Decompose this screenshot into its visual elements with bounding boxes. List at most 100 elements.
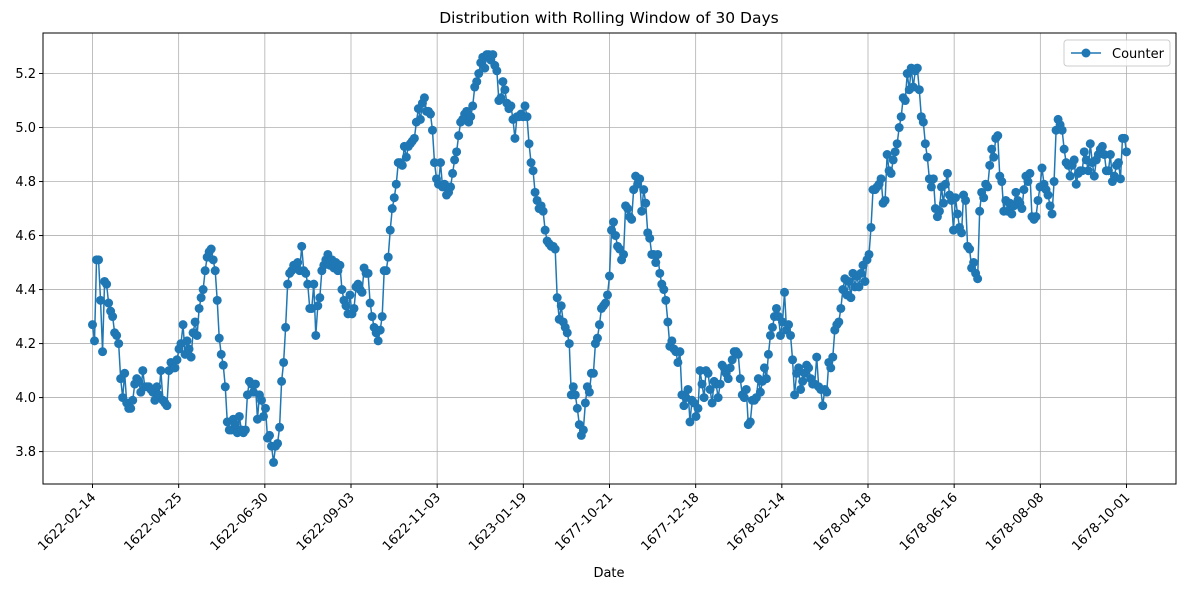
data-point — [492, 66, 502, 76]
data-point — [594, 320, 604, 330]
data-point — [178, 320, 188, 330]
data-point — [363, 268, 373, 278]
data-point — [480, 63, 490, 73]
data-point — [273, 438, 283, 448]
data-point — [983, 182, 993, 192]
data-point — [973, 274, 983, 284]
data-point — [556, 301, 566, 311]
data-point — [882, 150, 892, 160]
data-point — [265, 430, 275, 440]
data-point — [914, 85, 924, 95]
data-point — [965, 244, 975, 254]
data-point — [920, 139, 930, 149]
data-point — [425, 109, 435, 119]
data-point — [918, 117, 928, 127]
data-point — [170, 363, 180, 373]
data-point — [723, 374, 733, 384]
series-counter — [88, 50, 1131, 467]
data-point — [448, 168, 458, 178]
data-point — [609, 217, 619, 227]
data-point — [182, 336, 192, 346]
data-point — [763, 349, 773, 359]
data-point — [651, 258, 661, 268]
data-point — [727, 355, 737, 365]
y-tick-label: 4.2 — [15, 337, 36, 352]
data-point — [890, 147, 900, 157]
data-point — [775, 330, 785, 340]
data-point — [391, 179, 401, 189]
data-point — [953, 209, 963, 219]
data-point — [510, 133, 520, 143]
data-point — [436, 158, 446, 168]
data-point — [498, 77, 508, 87]
data-point — [611, 231, 621, 241]
data-point — [301, 268, 311, 278]
data-point — [892, 139, 902, 149]
data-point — [210, 266, 220, 276]
data-point — [735, 374, 745, 384]
data-point — [653, 249, 663, 259]
data-point — [784, 320, 794, 330]
data-point — [397, 160, 407, 170]
data-point — [765, 330, 775, 340]
data-point — [1049, 177, 1059, 187]
data-point — [214, 333, 224, 343]
data-point — [1071, 179, 1081, 189]
data-point — [524, 139, 534, 149]
data-point — [584, 387, 594, 397]
data-point — [1023, 177, 1033, 187]
data-point — [212, 295, 222, 305]
data-point — [979, 193, 989, 203]
data-point — [1011, 187, 1021, 197]
data-point — [446, 182, 456, 192]
data-point — [663, 317, 673, 327]
data-point — [367, 312, 377, 322]
data-point — [401, 152, 411, 162]
data-point — [886, 168, 896, 178]
data-point — [637, 206, 647, 216]
data-point — [1019, 185, 1029, 195]
data-point — [194, 303, 204, 313]
data-point — [969, 258, 979, 268]
data-point — [993, 131, 1003, 141]
data-point — [641, 198, 651, 208]
data-point — [415, 114, 425, 124]
data-point — [474, 69, 484, 79]
data-point — [619, 249, 629, 259]
data-point — [375, 325, 385, 335]
data-point — [864, 249, 874, 259]
data-point — [184, 344, 194, 354]
data-point — [269, 457, 279, 467]
y-tick-label: 3.8 — [15, 445, 36, 460]
data-point — [922, 152, 932, 162]
data-point — [745, 417, 755, 427]
data-point — [564, 339, 574, 349]
data-point — [540, 225, 550, 235]
data-point — [788, 355, 798, 365]
data-point — [912, 63, 922, 73]
data-point — [673, 357, 683, 367]
data-point — [645, 233, 655, 243]
data-point — [661, 295, 671, 305]
data-point — [900, 96, 910, 106]
data-point — [1079, 147, 1089, 157]
data-point — [667, 336, 677, 346]
y-tick-label: 4.0 — [15, 391, 36, 406]
data-point — [856, 268, 866, 278]
data-point — [98, 347, 108, 357]
data-point — [506, 101, 516, 111]
data-point — [771, 303, 781, 313]
data-point — [880, 195, 890, 205]
legend-label-counter: Counter — [1112, 47, 1165, 62]
data-point — [675, 347, 685, 357]
data-point — [218, 360, 228, 370]
data-point — [454, 131, 464, 141]
data-point — [496, 93, 506, 103]
data-point — [1083, 166, 1093, 176]
data-point — [876, 174, 886, 184]
data-point — [162, 401, 172, 411]
data-point — [96, 295, 106, 305]
data-point — [313, 301, 323, 311]
data-point — [94, 255, 104, 265]
data-point — [786, 330, 796, 340]
